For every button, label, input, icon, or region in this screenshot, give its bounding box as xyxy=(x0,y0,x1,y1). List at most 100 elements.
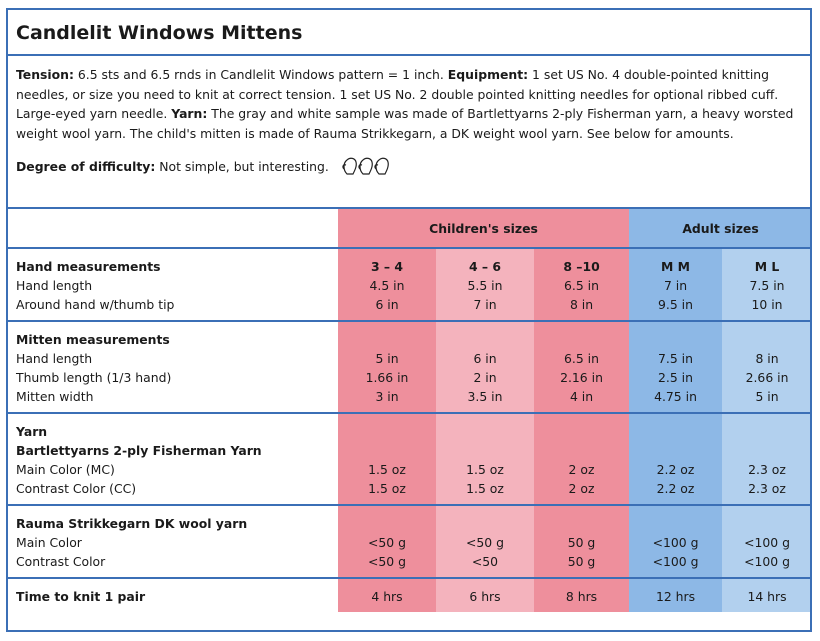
table-cell: 10 in xyxy=(751,297,783,312)
size-label: M M xyxy=(661,259,690,274)
table-cell: 6 in xyxy=(473,351,497,366)
mitten-length-label: Hand length xyxy=(16,351,93,366)
size-label: M L xyxy=(754,259,780,274)
size-8-10-hand: 8 –10 6.5 in 8 in xyxy=(534,247,630,321)
table-cell: 3 in xyxy=(375,389,399,404)
table-cell: 4 in xyxy=(569,389,594,404)
rauma-row: Rauma Strikkegarn DK wool yarn Main Colo… xyxy=(8,504,810,578)
table-cell: <100 g xyxy=(652,554,699,569)
table-cell: 6.5 in xyxy=(564,278,599,293)
size-ml-mitten: 8 in 2.66 in 5 in xyxy=(722,320,810,413)
yarn-subheading: Bartlettyarns 2-ply Fisherman Yarn xyxy=(16,443,262,458)
size-8-10-yarn: 2 oz 2 oz xyxy=(534,412,630,505)
size-mm-yarn: 2.2 oz 2.2 oz xyxy=(629,412,723,505)
equipment-text: 1 set US No. 4 double-pointed knitting n… xyxy=(16,67,779,121)
table-cell: 8 in xyxy=(569,297,594,312)
size-mm-mitten: 7.5 in 2.5 in 4.75 in xyxy=(629,320,723,413)
mitten-width-label: Mitten width xyxy=(16,389,94,404)
table-cell: <50 xyxy=(471,554,499,569)
childrens-sizes-header: Children's sizes xyxy=(338,207,630,248)
rauma-heading: Rauma Strikkegarn DK wool yarn xyxy=(16,516,248,531)
rauma-main-color-label: Main Color xyxy=(16,535,82,550)
size-label: 4 – 6 xyxy=(468,259,502,274)
table-cell: 3.5 in xyxy=(467,389,503,404)
table-cell: 2 in xyxy=(473,370,497,385)
size-ml-yarn: 2.3 oz 2.3 oz xyxy=(722,412,810,505)
size-8-10-mitten: 6.5 in 2.16 in 4 in xyxy=(534,320,630,413)
table-cell: 7.5 in xyxy=(658,351,693,366)
table-cell: 2 oz xyxy=(568,462,595,477)
table-cell: 2.2 oz xyxy=(656,462,695,477)
table-cell: 2.5 in xyxy=(658,370,693,385)
hand-measurements-row: Hand measurements Hand length Around han… xyxy=(8,247,810,321)
table-cell: 6.5 in xyxy=(564,351,599,366)
table-cell: 2.66 in xyxy=(745,370,789,385)
difficulty-label: Degree of difficulty: xyxy=(16,159,156,174)
size-label: 8 –10 xyxy=(563,259,600,274)
table-cell: 2 oz xyxy=(568,481,595,496)
yarn-row: Yarn Bartlettyarns 2-ply Fisherman Yarn … xyxy=(8,412,810,505)
table-cell: 4 hrs xyxy=(338,577,436,612)
size-3-4-hand: 3 – 4 4.5 in 6 in xyxy=(338,247,436,321)
size-ml-rauma: <100 g <100 g xyxy=(722,504,810,578)
table-cell: <100 g xyxy=(744,554,790,569)
pattern-card: Candlelit Windows Mittens Tension: 6.5 s… xyxy=(6,8,812,632)
table-cell: 4.75 in xyxy=(654,389,697,404)
contrast-color-label: Contrast Color (CC) xyxy=(16,481,137,496)
mitten-heading: Mitten measurements xyxy=(16,332,170,347)
page-title: Candlelit Windows Mittens xyxy=(8,10,810,56)
table-cell: 9.5 in xyxy=(658,297,693,312)
mitten-measurements-labels: Mitten measurements Hand length Thumb le… xyxy=(8,320,338,413)
table-cell: 1.5 oz xyxy=(368,462,406,477)
table-cell: 5 in xyxy=(375,351,399,366)
main-color-label: Main Color (MC) xyxy=(16,462,115,477)
hand-around-label: Around hand w/thumb tip xyxy=(16,297,175,312)
hand-length-label: Hand length xyxy=(16,278,93,293)
yarn-labels: Yarn Bartlettyarns 2-ply Fisherman Yarn … xyxy=(8,412,338,505)
table-cell: <50 g xyxy=(368,535,406,550)
table-cell: 4.5 in xyxy=(369,278,405,293)
intro-text: Tension: 6.5 sts and 6.5 rnds in Candlel… xyxy=(8,56,810,209)
table-cell: <100 g xyxy=(744,535,790,550)
difficulty-line: Degree of difficulty: Not simple, but in… xyxy=(16,155,802,177)
table-cell: 14 hrs xyxy=(722,577,810,612)
difficulty-text: Not simple, but interesting. xyxy=(159,159,329,174)
time-row: Time to knit 1 pair 4 hrs 6 hrs 8 hrs 12… xyxy=(8,577,810,612)
table-cell: 6 in xyxy=(375,297,399,312)
time-label: Time to knit 1 pair xyxy=(8,577,338,612)
table-cell: 1.5 oz xyxy=(368,481,406,496)
tension-label: Tension: xyxy=(16,67,74,82)
yarn-heading: Yarn xyxy=(16,424,48,439)
hand-heading: Hand measurements xyxy=(16,259,161,274)
table-cell: 50 g xyxy=(567,554,596,569)
size-mm-hand: M M 7 in 9.5 in xyxy=(629,247,723,321)
adult-sizes-header: Adult sizes xyxy=(629,207,810,248)
equipment-label: Equipment: xyxy=(447,67,529,82)
table-cell: <50 g xyxy=(368,554,406,569)
size-8-10-rauma: 50 g 50 g xyxy=(534,504,630,578)
table-cell: 2.3 oz xyxy=(748,481,786,496)
table-cell: 7 in xyxy=(473,297,497,312)
size-4-6-rauma: <50 g <50 xyxy=(436,504,534,578)
table-cell: 2.3 oz xyxy=(748,462,786,477)
table-cell: <100 g xyxy=(652,535,699,550)
table-cell: <50 g xyxy=(466,535,504,550)
table-header-row: Children's sizes Adult sizes xyxy=(8,207,810,248)
size-4-6-hand: 4 – 6 5.5 in 7 in xyxy=(436,247,534,321)
table-cell: 5 in xyxy=(755,389,779,404)
yarn-text: The gray and white sample was made of Ba… xyxy=(16,106,794,141)
hand-measurements-labels: Hand measurements Hand length Around han… xyxy=(8,247,338,321)
tension-text: 6.5 sts and 6.5 rnds in Candlelit Window… xyxy=(77,67,444,82)
size-3-4-yarn: 1.5 oz 1.5 oz xyxy=(338,412,436,505)
table-cell: 2.16 in xyxy=(560,370,603,385)
table-cell: 8 hrs xyxy=(534,577,630,612)
table-cell: 7 in xyxy=(663,278,688,293)
rauma-contrast-color-label: Contrast Color xyxy=(16,554,106,569)
mitten-measurements-row: Mitten measurements Hand length Thumb le… xyxy=(8,320,810,413)
size-3-4-rauma: <50 g <50 g xyxy=(338,504,436,578)
table-cell: 8 in xyxy=(755,351,779,366)
table-cell: 50 g xyxy=(567,535,596,550)
size-3-4-mitten: 5 in 1.66 in 3 in xyxy=(338,320,436,413)
table-cell: 2.2 oz xyxy=(656,481,695,496)
table-cell: 1.5 oz xyxy=(466,481,504,496)
